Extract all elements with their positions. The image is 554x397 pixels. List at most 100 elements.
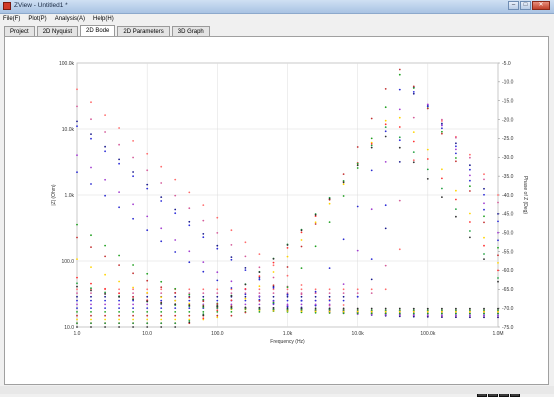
impedance-point <box>146 187 149 190</box>
phase-point <box>230 292 233 294</box>
phase-point <box>146 307 149 309</box>
phase-point <box>356 162 359 165</box>
phase-point <box>483 236 485 239</box>
phase-point <box>426 105 429 107</box>
impedance-point <box>258 306 261 309</box>
impedance-point <box>328 309 331 311</box>
phase-point <box>118 314 120 317</box>
phase-point <box>160 314 163 317</box>
tab-2d-parameters[interactable]: 2D Parameters <box>117 26 170 36</box>
phase-point <box>174 307 177 309</box>
menu-file[interactable]: File(F) <box>3 16 21 22</box>
impedance-point <box>118 292 120 295</box>
phase-point <box>230 303 233 306</box>
phase-point <box>384 130 387 133</box>
impedance-point <box>76 258 78 260</box>
phase-point <box>258 271 261 273</box>
phase-point <box>370 137 373 140</box>
phase-point <box>132 299 134 302</box>
phase-point <box>118 307 120 309</box>
phase-point <box>230 311 233 313</box>
impedance-point <box>258 277 261 279</box>
y-right-axis-label: Phase of Z (Deg) <box>522 176 528 214</box>
phase-point <box>272 271 275 273</box>
impedance-point <box>132 286 134 289</box>
phase-point <box>272 288 275 291</box>
phase-point <box>469 221 471 223</box>
phase-point <box>469 174 471 177</box>
impedance-point <box>104 287 106 290</box>
impedance-point <box>230 306 233 308</box>
impedance-point <box>90 246 92 249</box>
tab-project[interactable]: Project <box>4 26 35 36</box>
phase-point <box>244 297 247 300</box>
menu-analysis[interactable]: Analysis(A) <box>54 16 86 22</box>
impedance-point <box>412 312 415 315</box>
impedance-point <box>132 272 134 275</box>
phase-point <box>230 295 233 297</box>
maximize-button[interactable]: □ <box>520 1 531 10</box>
phase-point <box>328 267 331 269</box>
impedance-point <box>497 307 499 310</box>
phase-point <box>412 92 415 95</box>
phase-point <box>146 326 149 328</box>
phase-point <box>76 307 78 309</box>
minimize-button[interactable]: – <box>508 1 519 10</box>
phase-point <box>455 208 457 211</box>
phase-point <box>314 214 317 216</box>
phase-point <box>370 288 373 291</box>
impedance-point <box>455 314 457 317</box>
impedance-point <box>244 241 247 244</box>
phase-point <box>342 195 345 197</box>
phase-point <box>455 148 457 151</box>
x-axis-label: Frequency (Hz) <box>270 339 305 345</box>
tab-3d-graph[interactable]: 3D Graph <box>171 26 210 36</box>
phase-point <box>370 117 373 120</box>
bode-chart[interactable]: 1.0 10.0 100.0 1.0k 10.0k 100.0k 1.0M10.0100.0… <box>5 37 548 384</box>
title-bar[interactable]: ZView - Untitled1 * – □ ✕ <box>0 0 554 14</box>
tab-2d-nyquist[interactable]: 2D Nyquist <box>36 26 79 36</box>
impedance-point <box>426 312 429 315</box>
phase-point <box>258 300 261 302</box>
impedance-point <box>483 307 485 310</box>
impedance-point <box>90 101 92 104</box>
tab-2d-bode[interactable]: 2D Bode <box>80 25 116 36</box>
phase-point <box>188 292 191 294</box>
impedance-point <box>398 309 401 311</box>
impedance-point <box>202 236 205 239</box>
phase-point <box>483 187 485 190</box>
phase-point <box>300 303 303 306</box>
phase-point <box>76 322 78 325</box>
impedance-point <box>398 314 401 316</box>
phase-point <box>483 221 485 224</box>
impedance-point <box>455 307 457 310</box>
impedance-point <box>455 312 457 315</box>
close-button[interactable]: ✕ <box>532 1 550 10</box>
phase-point <box>160 322 163 325</box>
impedance-point <box>272 308 275 311</box>
impedance-point <box>356 309 359 311</box>
app-icon <box>3 2 11 10</box>
impedance-point <box>469 310 471 313</box>
menu-help[interactable]: Help(H) <box>93 16 114 22</box>
phase-point <box>230 299 233 302</box>
phase-point <box>174 314 177 317</box>
phase-point <box>356 164 359 167</box>
phase-point <box>384 135 387 138</box>
phase-point <box>202 314 205 317</box>
phase-point <box>90 307 92 309</box>
impedance-point <box>160 196 163 199</box>
phase-point <box>314 245 317 248</box>
impedance-point <box>104 194 106 197</box>
phase-point <box>104 299 106 302</box>
impedance-point <box>286 294 289 296</box>
menu-plot[interactable]: Plot(P) <box>28 16 47 22</box>
phase-point <box>497 194 499 196</box>
impedance-point <box>258 308 261 311</box>
phase-point <box>286 255 289 258</box>
impedance-point <box>455 316 457 319</box>
phase-point <box>398 248 401 251</box>
phase-point <box>286 266 289 268</box>
impedance-point <box>314 309 317 311</box>
phase-point <box>384 204 387 207</box>
